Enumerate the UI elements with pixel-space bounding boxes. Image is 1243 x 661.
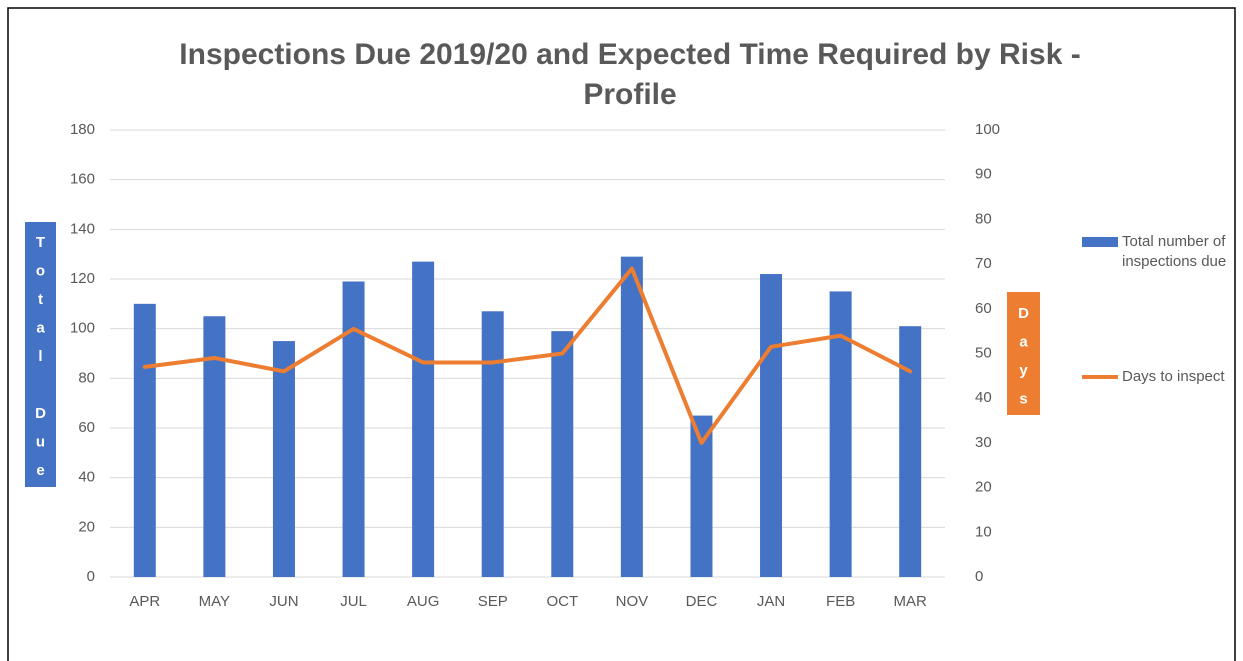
- bar: [133, 303, 156, 577]
- y2-tick-label: 100: [975, 121, 1000, 138]
- y2-tick-label: 40: [975, 389, 992, 406]
- x-tick-label: JUL: [340, 593, 367, 610]
- x-tick-label: JUN: [269, 593, 298, 610]
- y-tick-label: 60: [78, 419, 95, 436]
- x-tick-label: JAN: [757, 593, 785, 610]
- y2-tick-label: 70: [975, 255, 992, 272]
- legend-swatch: [1082, 237, 1118, 247]
- y-tick-label: 20: [78, 518, 95, 535]
- y-tick-label: 160: [70, 171, 95, 188]
- bar: [481, 311, 504, 577]
- bar: [899, 326, 922, 577]
- chart-title: Inspections Due 2019/20 and Expected Tim…: [179, 38, 1081, 111]
- x-tick-label: OCT: [546, 593, 578, 610]
- line: [142, 266, 913, 445]
- x-tick-label: NOV: [616, 593, 649, 610]
- x-tick-label: MAY: [199, 593, 230, 610]
- y-tick-label: 180: [70, 121, 95, 138]
- y2-tick-label: 50: [975, 344, 992, 361]
- y2-label-box: [1007, 292, 1040, 415]
- y-label-box: [25, 222, 56, 487]
- y2-tick-label: 20: [975, 479, 992, 496]
- bar: [690, 415, 713, 577]
- bar: [272, 341, 295, 577]
- x-tick-label: AUG: [407, 593, 440, 610]
- x-tick-label: APR: [129, 593, 160, 610]
- bar: [620, 256, 643, 577]
- y-tick-label: 40: [78, 469, 95, 486]
- bar: [829, 291, 852, 577]
- bar: [203, 316, 226, 577]
- y-tick-label: 140: [70, 220, 95, 237]
- legend-label: Total number of inspections due: [1122, 233, 1227, 270]
- y2-tick-label: 80: [975, 210, 992, 227]
- y-tick-label: 80: [78, 369, 95, 386]
- x-tick-label: FEB: [826, 593, 855, 610]
- bar: [342, 281, 365, 577]
- y-tick-label: 100: [70, 320, 95, 337]
- y-tick-label: 0: [87, 568, 95, 585]
- y2-tick-label: 10: [975, 523, 992, 540]
- bar: [412, 261, 435, 577]
- frame: [7, 7, 1236, 661]
- x-tick-label: SEP: [478, 593, 508, 610]
- bar: [551, 331, 574, 577]
- bar: [760, 274, 783, 577]
- x-tick-label: MAR: [894, 593, 928, 610]
- y2-tick-label: 0: [975, 568, 983, 585]
- y2-tick-label: 90: [975, 166, 992, 183]
- legend-label: Days to inspect: [1122, 368, 1225, 385]
- y2-tick-label: 60: [975, 300, 992, 317]
- y2-tick-label: 30: [975, 434, 992, 451]
- x-tick-label: DEC: [686, 593, 718, 610]
- y-tick-label: 120: [70, 270, 95, 287]
